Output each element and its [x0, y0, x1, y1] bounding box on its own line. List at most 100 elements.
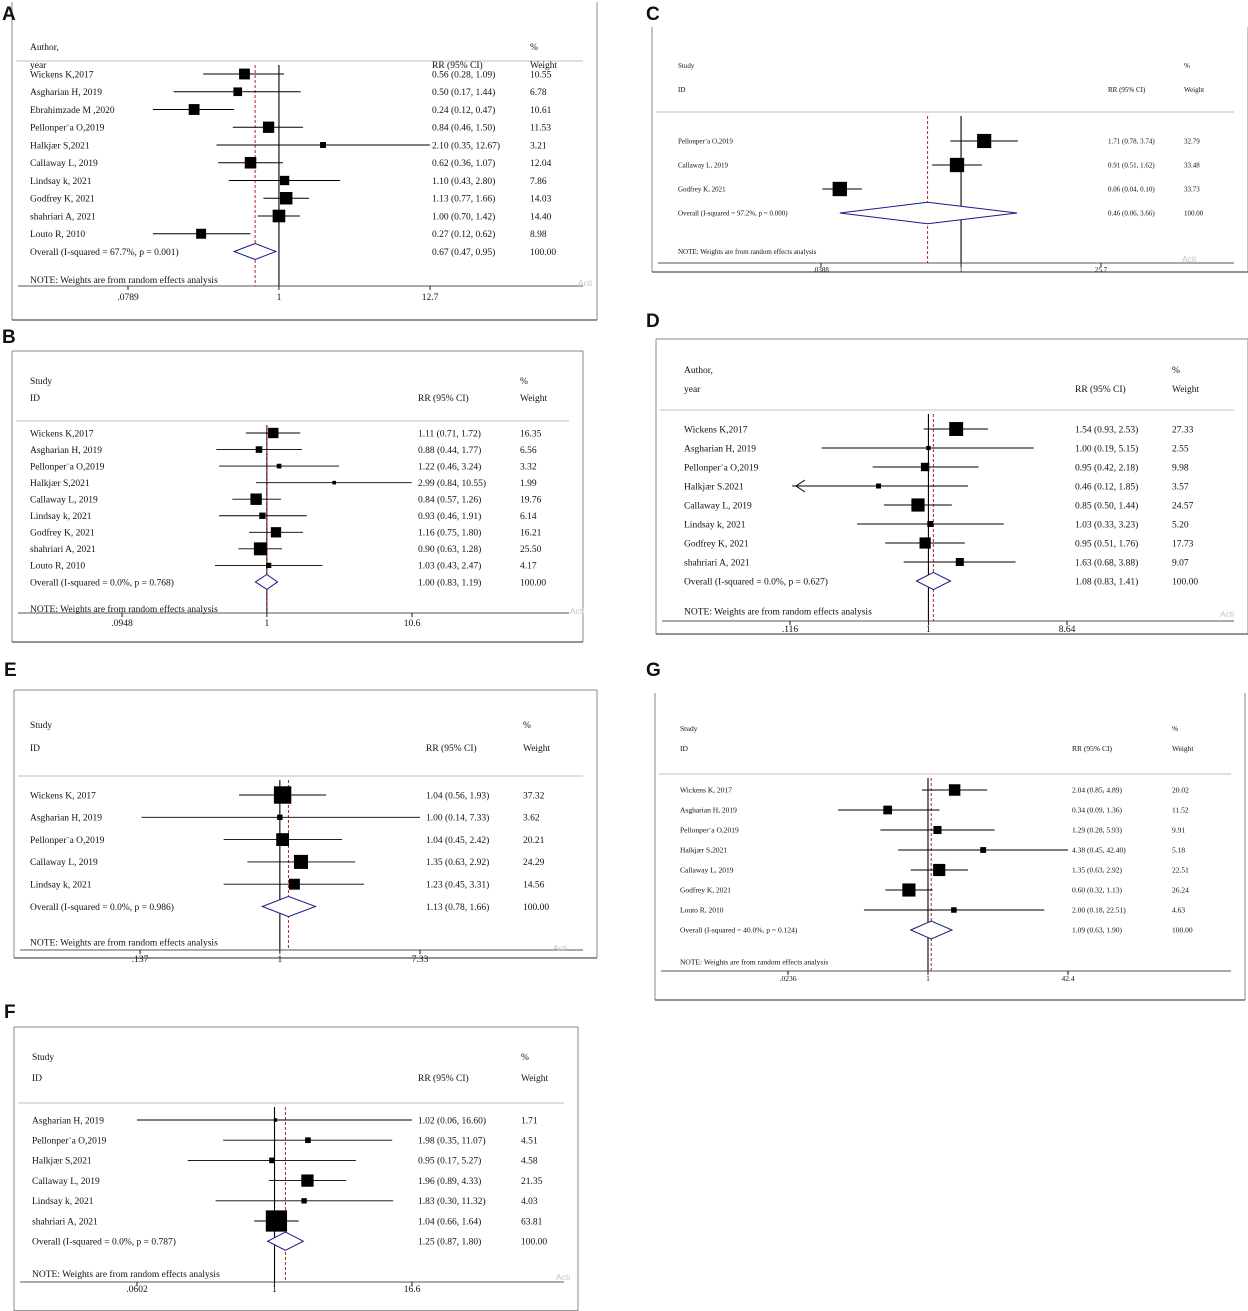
- effect-box: [933, 863, 946, 877]
- panel-label: F: [4, 1002, 16, 1023]
- header-rr: RR (95% CI): [418, 393, 469, 404]
- study-label: Godfrey K, 2021: [680, 886, 731, 895]
- overall-weight: 100.00: [530, 248, 556, 258]
- effect-box: [933, 825, 942, 835]
- header-study-sub: ID: [680, 744, 688, 753]
- effect-box: [244, 156, 257, 169]
- study-label: Wickens K, 2017: [30, 791, 96, 801]
- panel-label: A: [2, 4, 16, 25]
- study-label: Pellonper¨a O,2019: [32, 1137, 107, 1147]
- study-label: Asgharian H, 2019: [684, 444, 756, 454]
- study-label: Godfrey K, 2021: [30, 528, 95, 539]
- study-weight: 19.76: [520, 496, 542, 506]
- study-weight: 22.51: [1172, 866, 1189, 875]
- study-label: Asgharian H, 2019: [30, 88, 102, 98]
- effect-box: [265, 1210, 288, 1232]
- effect-box: [832, 181, 847, 197]
- study-weight: 24.57: [1172, 501, 1194, 511]
- study-weight: 10.55: [530, 70, 552, 80]
- overall-label: Overall (I-squared = 0.0%, p = 0.986): [30, 902, 174, 913]
- effect-box: [279, 175, 290, 186]
- study-weight: 33.48: [1184, 161, 1200, 169]
- study-label: Callaway L, 2019: [678, 161, 728, 169]
- effect-box: [876, 483, 882, 489]
- study-weight: 3.62: [523, 814, 540, 824]
- study-label: Halkjær S,2021: [30, 141, 90, 151]
- header-weight: Weight: [523, 744, 551, 754]
- study-label: Callaway L, 2019: [30, 858, 98, 868]
- study-rr-ci: 0.60 (0.32, 1.13): [1072, 886, 1122, 895]
- header-weight: Weight: [530, 61, 558, 71]
- effect-box: [277, 814, 283, 821]
- study-label: Pellonper¨a O,2019: [30, 836, 105, 846]
- effect-box: [948, 784, 961, 796]
- x-tick-label: 7.33: [412, 955, 429, 965]
- study-rr-ci: 0.84 (0.57, 1.26): [418, 495, 481, 506]
- overall-label: Overall (I-squared = 97.2%, p = 0.000): [678, 209, 788, 217]
- study-weight: 12.04: [530, 159, 552, 169]
- header-weight-percent: %: [520, 377, 528, 387]
- study-weight: 21.35: [521, 1177, 543, 1187]
- study-weight: 20.21: [523, 836, 545, 846]
- x-tick-label: 1: [959, 266, 963, 274]
- x-tick-label: 25.7: [1095, 266, 1108, 274]
- study-label: Lindsay k, 2021: [30, 177, 92, 187]
- panel-label: C: [646, 4, 660, 25]
- study-rr-ci: 1.23 (0.45, 3.31): [426, 880, 489, 891]
- study-rr-ci: 1.63 (0.68, 3.88): [1075, 557, 1138, 568]
- weights-note: NOTE: Weights are from random effects an…: [678, 248, 817, 256]
- header-weight-percent: %: [523, 721, 531, 731]
- study-rr-ci: 0.95 (0.51, 1.76): [1075, 538, 1138, 549]
- header-rr: RR (95% CI): [1108, 86, 1146, 94]
- header-weight: Weight: [1172, 744, 1194, 753]
- x-tick-label: .137: [132, 955, 149, 965]
- study-weight: 6.56: [520, 446, 537, 456]
- x-tick-label: .0789: [117, 293, 139, 303]
- effect-box: [255, 446, 263, 453]
- study-weight: 11.53: [530, 124, 551, 134]
- study-weight: 33.73: [1184, 185, 1200, 193]
- study-weight: 9.07: [1172, 558, 1189, 568]
- study-weight: 9.98: [1172, 463, 1189, 473]
- effect-box: [883, 805, 893, 815]
- study-label: Pellonper¨a O,2019: [678, 137, 733, 145]
- effect-box: [951, 907, 957, 913]
- study-rr-ci: 1.02 (0.06, 16.60): [418, 1115, 486, 1126]
- study-label: shahriari A, 2021: [684, 558, 750, 568]
- overall-rr-ci: 1.09 (0.63, 1.90): [1072, 926, 1122, 935]
- study-rr-ci: 1.11 (0.71, 1.72): [418, 428, 481, 439]
- study-label: Pellonper¨a O,2019: [30, 462, 105, 472]
- study-weight: 4.03: [521, 1197, 538, 1207]
- study-label: Louto R, 2010: [30, 562, 85, 572]
- study-rr-ci: 1.03 (0.33, 3.23): [1075, 519, 1138, 530]
- study-rr-ci: 1.16 (0.75, 1.80): [418, 528, 481, 539]
- study-label: Asgharian H, 2019: [680, 806, 737, 815]
- effect-box: [272, 209, 286, 223]
- overall-rr-ci: 1.13 (0.78, 1.66): [426, 902, 489, 913]
- overall-label: Overall (I-squared = 67.7%, p = 0.001): [30, 247, 179, 258]
- study-rr-ci: 0.56 (0.28, 1.09): [432, 69, 495, 80]
- x-tick-label: .0602: [126, 1285, 148, 1295]
- study-weight: 1.99: [520, 479, 537, 489]
- overall-rr-ci: 1.25 (0.87, 1.80): [418, 1237, 481, 1248]
- study-label: Callaway L, 2019: [30, 496, 98, 506]
- header-study-sub: ID: [30, 394, 40, 404]
- overall-weight: 100.00: [520, 578, 546, 588]
- watermark-fragment: Acti: [1182, 254, 1196, 264]
- study-label: Lindsay k, 2021: [30, 512, 92, 522]
- watermark-fragment: Acti: [570, 606, 584, 616]
- header-rr: RR (95% CI): [1075, 384, 1126, 395]
- study-label: Lindsay k, 2021: [30, 881, 92, 891]
- study-weight: 3.32: [520, 462, 537, 472]
- study-weight: 25.50: [520, 545, 542, 555]
- study-rr-ci: 2.04 (0.85, 4.89): [1072, 786, 1122, 795]
- study-label: Wickens K, 2017: [680, 786, 732, 795]
- effect-box: [919, 537, 931, 549]
- panel-label: D: [646, 311, 660, 332]
- study-rr-ci: 0.95 (0.17, 5.27): [418, 1156, 481, 1167]
- header-study-sub: ID: [32, 1074, 42, 1084]
- study-weight: 14.40: [530, 212, 552, 222]
- study-weight: 14.03: [530, 195, 552, 205]
- header-weight: Weight: [521, 1074, 549, 1084]
- study-rr-ci: 0.93 (0.46, 1.91): [418, 511, 481, 522]
